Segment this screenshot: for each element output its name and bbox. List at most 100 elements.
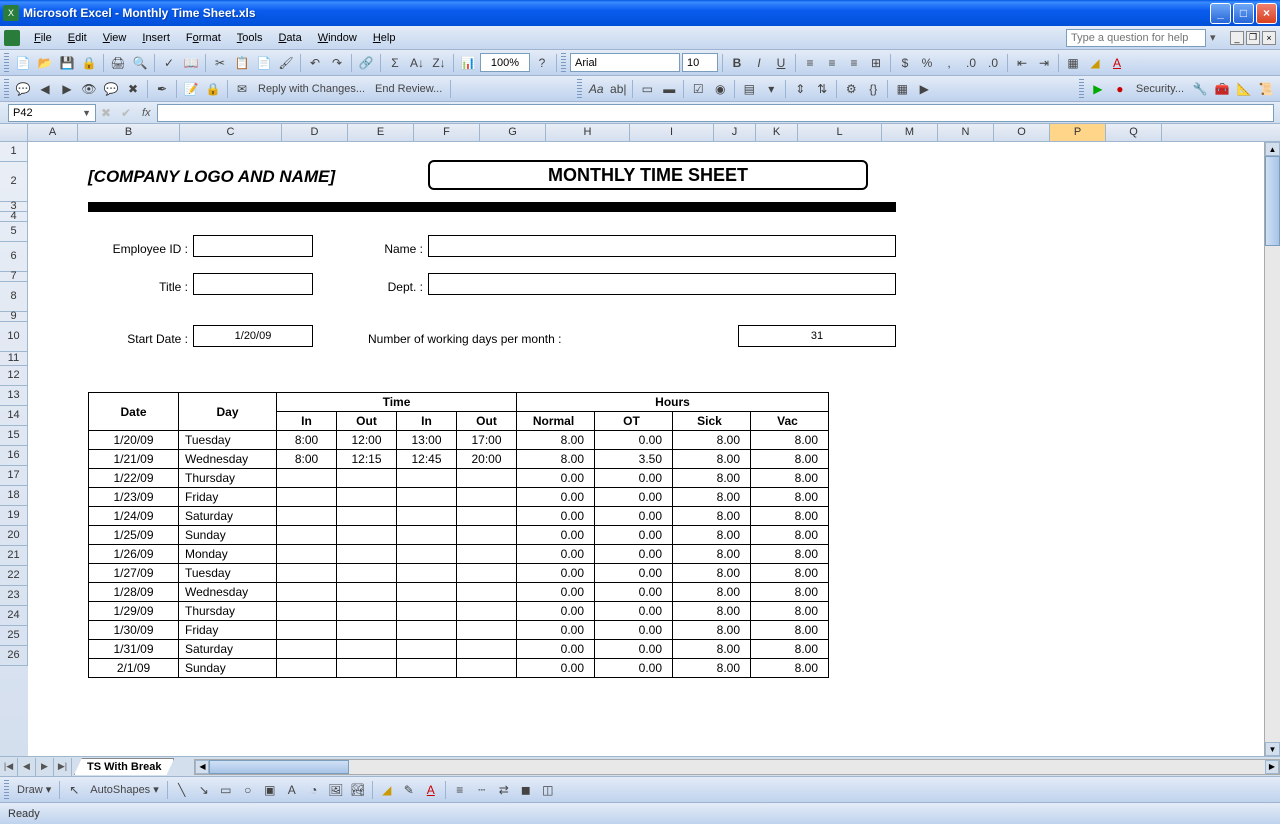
table-cell[interactable] bbox=[397, 526, 457, 545]
table-cell[interactable]: 8.00 bbox=[673, 640, 751, 659]
table-cell[interactable]: Thursday bbox=[179, 602, 277, 621]
bold-button[interactable]: B bbox=[727, 53, 747, 73]
row-header[interactable]: 13 bbox=[0, 386, 28, 406]
table-cell[interactable] bbox=[397, 640, 457, 659]
show-all-comments-button[interactable]: 💬 bbox=[101, 79, 121, 99]
table-cell[interactable]: 13:00 bbox=[397, 431, 457, 450]
fx-button[interactable]: fx bbox=[142, 107, 151, 119]
table-cell[interactable]: 8.00 bbox=[673, 659, 751, 678]
underline-button[interactable]: U bbox=[771, 53, 791, 73]
table-cell[interactable]: 8.00 bbox=[673, 488, 751, 507]
comma-button[interactable]: , bbox=[939, 53, 959, 73]
permission-button[interactable]: 🔒 bbox=[79, 53, 99, 73]
run-dialog-button[interactable]: ▶ bbox=[914, 79, 934, 99]
table-cell[interactable] bbox=[457, 602, 517, 621]
line-button[interactable]: ╲ bbox=[172, 780, 192, 800]
table-cell[interactable]: 12:00 bbox=[337, 431, 397, 450]
table-cell[interactable] bbox=[337, 621, 397, 640]
sheet-title-cell[interactable]: MONTHLY TIME SHEET bbox=[428, 160, 868, 190]
row-header[interactable]: 17 bbox=[0, 466, 28, 486]
table-cell[interactable]: 8.00 bbox=[673, 507, 751, 526]
table-cell[interactable]: Sunday bbox=[179, 659, 277, 678]
table-row[interactable]: 1/28/09Wednesday0.000.008.008.00 bbox=[89, 583, 829, 602]
table-cell[interactable] bbox=[277, 545, 337, 564]
table-cell[interactable]: 0.00 bbox=[595, 621, 673, 640]
form-button-button[interactable]: ▬ bbox=[659, 79, 679, 99]
table-cell[interactable]: 8.00 bbox=[751, 507, 829, 526]
table-cell[interactable]: 3.50 bbox=[595, 450, 673, 469]
scroll-down-icon[interactable]: ▼ bbox=[1265, 742, 1280, 756]
wordart-button[interactable]: A bbox=[282, 780, 302, 800]
column-header[interactable]: E bbox=[348, 124, 414, 141]
autoshapes-menu-button[interactable]: AutoShapes ▾ bbox=[86, 783, 163, 796]
form-label-button[interactable]: Aa bbox=[586, 79, 606, 99]
copy-button[interactable]: 📋 bbox=[232, 53, 252, 73]
table-cell[interactable]: Saturday bbox=[179, 507, 277, 526]
doc-close-button[interactable]: × bbox=[1262, 31, 1276, 45]
name-input[interactable] bbox=[428, 235, 896, 257]
table-cell[interactable] bbox=[457, 640, 517, 659]
column-header[interactable]: O bbox=[994, 124, 1050, 141]
scroll-left-icon[interactable]: ◀ bbox=[195, 760, 209, 774]
table-cell[interactable]: 0.00 bbox=[517, 640, 595, 659]
table-cell[interactable]: 8.00 bbox=[751, 431, 829, 450]
font-color-button[interactable]: A bbox=[1107, 53, 1127, 73]
column-header[interactable]: J bbox=[714, 124, 756, 141]
table-cell[interactable]: 0.00 bbox=[595, 469, 673, 488]
row-header[interactable]: 1 bbox=[0, 142, 28, 162]
picture-button[interactable]: 🏞 bbox=[348, 780, 368, 800]
table-cell[interactable]: 8.00 bbox=[673, 583, 751, 602]
row-header[interactable]: 26 bbox=[0, 646, 28, 666]
increase-decimal-button[interactable]: .0 bbox=[961, 53, 981, 73]
table-cell[interactable] bbox=[397, 507, 457, 526]
form-option-button[interactable]: ◉ bbox=[710, 79, 730, 99]
row-header[interactable]: 5 bbox=[0, 222, 28, 242]
table-row[interactable]: 1/21/09Wednesday8:0012:1512:4520:008.003… bbox=[89, 450, 829, 469]
align-right-button[interactable]: ≡ bbox=[844, 53, 864, 73]
row-header[interactable]: 22 bbox=[0, 566, 28, 586]
draw-menu-button[interactable]: Draw ▾ bbox=[13, 783, 55, 796]
row-header[interactable]: 12 bbox=[0, 366, 28, 386]
fill-color-button[interactable]: ◢ bbox=[1085, 53, 1105, 73]
table-cell[interactable] bbox=[337, 602, 397, 621]
row-header[interactable]: 15 bbox=[0, 426, 28, 446]
print-button[interactable]: 🖨 bbox=[108, 53, 128, 73]
table-cell[interactable] bbox=[337, 640, 397, 659]
tab-prev-button[interactable]: ◀ bbox=[18, 758, 36, 776]
toolbar-handle-icon[interactable] bbox=[4, 79, 9, 99]
table-cell[interactable]: 1/24/09 bbox=[89, 507, 179, 526]
table-cell[interactable]: 1/22/09 bbox=[89, 469, 179, 488]
table-cell[interactable]: 8.00 bbox=[673, 564, 751, 583]
protect-button[interactable]: 🔒 bbox=[203, 79, 223, 99]
working-days-input[interactable]: 31 bbox=[738, 325, 896, 347]
control-toolbox-button[interactable]: 🧰 bbox=[1212, 79, 1232, 99]
table-cell[interactable] bbox=[397, 469, 457, 488]
clipart-button[interactable]: 🖼 bbox=[326, 780, 346, 800]
table-cell[interactable] bbox=[457, 564, 517, 583]
table-cell[interactable]: Sunday bbox=[179, 526, 277, 545]
table-cell[interactable] bbox=[457, 469, 517, 488]
table-cell[interactable]: 0.00 bbox=[595, 659, 673, 678]
table-cell[interactable]: Monday bbox=[179, 545, 277, 564]
toolbar-handle-icon[interactable] bbox=[577, 79, 582, 99]
column-header[interactable]: F bbox=[414, 124, 480, 141]
table-cell[interactable]: 1/20/09 bbox=[89, 431, 179, 450]
name-box-dropdown-icon[interactable]: ▼ bbox=[82, 108, 91, 118]
diagram-button[interactable]: ◔ bbox=[304, 780, 324, 800]
row-header[interactable]: 24 bbox=[0, 606, 28, 626]
table-cell[interactable]: 0.00 bbox=[517, 583, 595, 602]
table-cell[interactable] bbox=[277, 583, 337, 602]
hyperlink-button[interactable]: 🔗 bbox=[356, 53, 376, 73]
table-cell[interactable]: Wednesday bbox=[179, 450, 277, 469]
minimize-button[interactable]: _ bbox=[1210, 3, 1231, 24]
table-cell[interactable] bbox=[397, 488, 457, 507]
employee-id-input[interactable] bbox=[193, 235, 313, 257]
table-cell[interactable]: 8.00 bbox=[673, 545, 751, 564]
table-cell[interactable]: 1/23/09 bbox=[89, 488, 179, 507]
table-cell[interactable]: 0.00 bbox=[517, 488, 595, 507]
cut-button[interactable]: ✂ bbox=[210, 53, 230, 73]
table-cell[interactable] bbox=[337, 488, 397, 507]
percent-button[interactable]: % bbox=[917, 53, 937, 73]
form-edit-button[interactable]: ab| bbox=[608, 79, 628, 99]
table-cell[interactable]: 0.00 bbox=[595, 488, 673, 507]
